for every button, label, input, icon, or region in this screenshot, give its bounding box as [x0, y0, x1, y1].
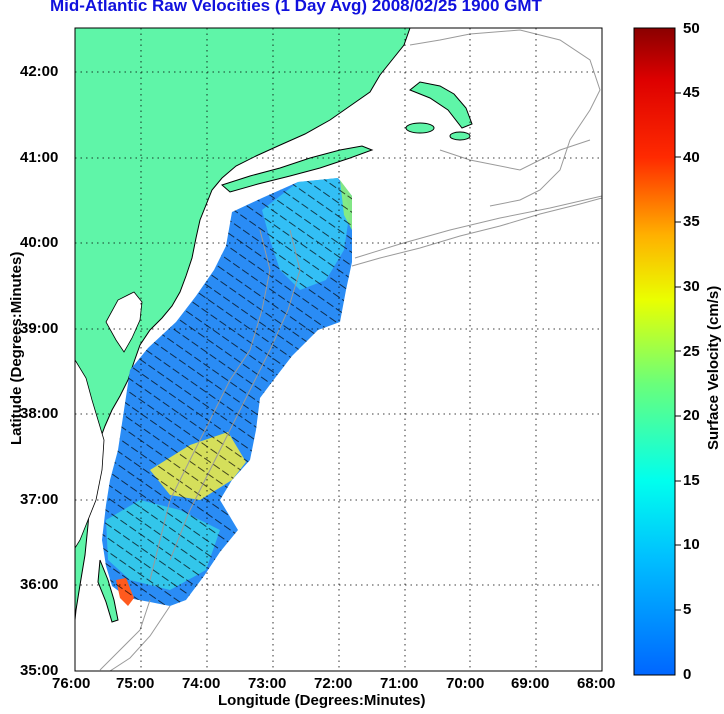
y-tick-label: 37:00 — [20, 491, 59, 508]
velocity-arrows — [102, 178, 352, 606]
colorbar-label: Surface Velocity (cm/s) — [705, 285, 722, 450]
y-tick-label: 41:00 — [20, 149, 59, 166]
colorbar-tick-label: 20 — [683, 407, 700, 424]
x-tick-label: 76:00 — [52, 675, 91, 692]
y-tick-label: 38:00 — [20, 405, 59, 422]
map-title: Mid-Atlantic Raw Velocities (1 Day Avg) … — [50, 0, 542, 15]
colorbar-tick-label: 30 — [683, 278, 700, 295]
x-axis-label: Longitude (Degrees:Minutes) — [218, 692, 426, 709]
colorbar-ticks — [675, 92, 681, 611]
x-tick-label: 71:00 — [380, 675, 419, 692]
nantucket — [449, 131, 471, 141]
y-axis-label: Latitude (Degrees:Minutes) — [8, 251, 25, 445]
delaware-bay — [105, 291, 143, 353]
colorbar-tick-label: 5 — [683, 601, 692, 618]
y-tick-label: 39:00 — [20, 320, 59, 337]
outer-banks — [97, 559, 119, 623]
x-tick-label: 73:00 — [248, 675, 287, 692]
x-tick-label: 72:00 — [314, 675, 353, 692]
y-tick-label: 40:00 — [20, 234, 59, 251]
colorbar-tick-label: 25 — [683, 343, 700, 360]
colorbar — [633, 27, 676, 676]
y-tick-label: 36:00 — [20, 576, 59, 593]
chesapeake-bay — [75, 359, 105, 549]
long-island — [221, 145, 374, 193]
x-tick-label: 74:00 — [182, 675, 221, 692]
colorbar-tick-label: 0 — [683, 666, 692, 683]
colorbar-tick-label: 15 — [683, 472, 700, 489]
x-tick-label: 70:00 — [446, 675, 485, 692]
y-tick-label: 42:00 — [20, 63, 59, 80]
colorbar-tick-label: 40 — [683, 149, 700, 166]
colorbar-tick-label: 10 — [683, 536, 700, 553]
marthas-vineyard — [405, 122, 435, 134]
colorbar-tick-label: 45 — [683, 84, 700, 101]
y-tick-label: 35:00 — [20, 662, 59, 679]
x-tick-label: 75:00 — [116, 675, 155, 692]
colorbar-tick-label: 50 — [683, 20, 700, 37]
cape-cod — [409, 81, 473, 129]
x-tick-label: 69:00 — [511, 675, 550, 692]
x-tick-label: 68:00 — [577, 675, 616, 692]
colorbar-tick-label: 35 — [683, 213, 700, 230]
